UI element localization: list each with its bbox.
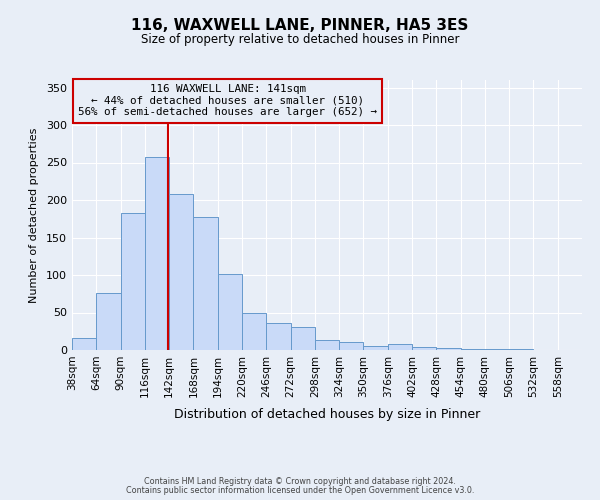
Bar [339,342,364,350]
X-axis label: Distribution of detached houses by size in Pinner: Distribution of detached houses by size … [174,408,480,421]
Bar [290,327,315,350]
Bar [266,323,290,350]
Bar [96,293,121,350]
Bar [436,348,461,350]
Text: 116, WAXWELL LANE, PINNER, HA5 3ES: 116, WAXWELL LANE, PINNER, HA5 3ES [131,18,469,32]
Bar [242,312,266,350]
Bar [72,338,96,350]
Bar [193,216,218,350]
Bar [388,344,412,350]
Bar [315,340,339,350]
Bar [218,274,242,350]
Y-axis label: Number of detached properties: Number of detached properties [29,128,39,302]
Bar [121,213,145,350]
Bar [412,347,436,350]
Bar [364,346,388,350]
Bar [169,194,193,350]
Text: Contains public sector information licensed under the Open Government Licence v3: Contains public sector information licen… [126,486,474,495]
Text: Contains HM Land Registry data © Crown copyright and database right 2024.: Contains HM Land Registry data © Crown c… [144,477,456,486]
Text: 116 WAXWELL LANE: 141sqm
← 44% of detached houses are smaller (510)
56% of semi-: 116 WAXWELL LANE: 141sqm ← 44% of detach… [78,84,377,117]
Bar [485,348,509,350]
Bar [145,156,169,350]
Text: Size of property relative to detached houses in Pinner: Size of property relative to detached ho… [141,32,459,46]
